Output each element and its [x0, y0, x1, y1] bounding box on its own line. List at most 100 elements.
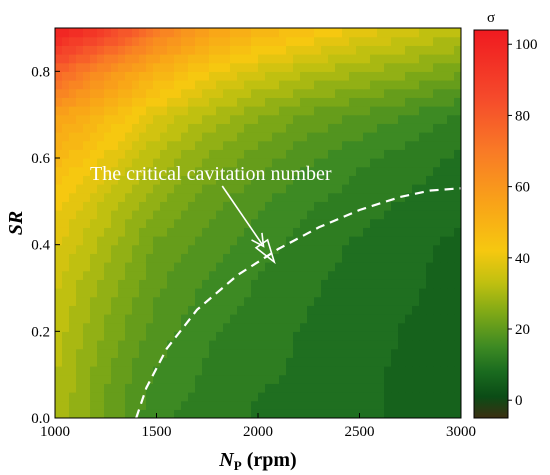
heatmap-cell: [111, 201, 119, 211]
heatmap-cell: [139, 340, 147, 350]
heatmap-cell: [293, 253, 301, 263]
heatmap-cell: [328, 227, 336, 237]
heatmap-cell: [419, 184, 427, 194]
heatmap-cell: [363, 71, 371, 81]
heatmap-cell: [307, 357, 315, 367]
heatmap-cell: [188, 210, 196, 220]
heatmap-cell: [62, 54, 70, 64]
heatmap-cell: [181, 218, 189, 228]
heatmap-cell: [314, 305, 322, 315]
heatmap-cell: [419, 97, 427, 107]
heatmap-cell: [62, 383, 70, 393]
heatmap-cell: [251, 88, 259, 98]
heatmap-cell: [244, 227, 252, 237]
heatmap-cell: [132, 262, 140, 272]
heatmap-cell: [412, 314, 420, 324]
heatmap-cell: [272, 392, 280, 402]
heatmap-cell: [69, 288, 77, 298]
heatmap-cell: [272, 218, 280, 228]
heatmap-cell: [335, 62, 343, 72]
heatmap-cell: [174, 36, 182, 46]
heatmap-cell: [125, 340, 133, 350]
heatmap-cell: [174, 201, 182, 211]
heatmap-cell: [244, 314, 252, 324]
heatmap-cell: [363, 28, 371, 38]
heatmap-cell: [335, 357, 343, 367]
heatmap-cell: [426, 132, 434, 142]
heatmap-cell: [363, 218, 371, 228]
heatmap-cell: [440, 218, 448, 228]
heatmap-cell: [69, 140, 77, 150]
heatmap-cell: [244, 270, 252, 280]
heatmap-cell: [307, 244, 315, 254]
heatmap-cell: [76, 236, 84, 246]
heatmap-cell: [76, 296, 84, 306]
heatmap-cell: [272, 288, 280, 298]
heatmap-cell: [265, 348, 273, 358]
heatmap-cell: [398, 210, 406, 220]
heatmap-cell: [90, 158, 98, 168]
heatmap-cell: [405, 253, 413, 263]
heatmap-cell: [104, 253, 112, 263]
heatmap-cell: [342, 348, 350, 358]
heatmap-cell: [237, 305, 245, 315]
heatmap-cell: [300, 106, 308, 116]
y-tick-label: 0.0: [31, 411, 50, 427]
heatmap-cell: [314, 132, 322, 142]
heatmap-cell: [440, 305, 448, 315]
heatmap-cell: [195, 132, 203, 142]
heatmap-cell: [125, 80, 133, 90]
heatmap-cell: [83, 114, 91, 124]
heatmap-cell: [118, 149, 126, 159]
heatmap-cell: [412, 270, 420, 280]
heatmap-cell: [300, 114, 308, 124]
heatmap-cell: [349, 314, 357, 324]
heatmap-cell: [440, 400, 448, 410]
heatmap-cell: [447, 366, 455, 376]
heatmap-cell: [104, 392, 112, 402]
heatmap-cell: [216, 54, 224, 64]
heatmap-cell: [258, 140, 266, 150]
heatmap-cell: [412, 227, 420, 237]
heatmap-cell: [286, 227, 294, 237]
heatmap-cell: [426, 270, 434, 280]
heatmap-cell: [237, 149, 245, 159]
heatmap-cell: [272, 409, 280, 418]
heatmap-cell: [167, 97, 175, 107]
heatmap-cell: [398, 80, 406, 90]
heatmap-cell: [286, 36, 294, 46]
heatmap-cell: [300, 54, 308, 64]
heatmap-cell: [258, 288, 266, 298]
heatmap-cell: [321, 132, 329, 142]
heatmap-cell: [111, 322, 119, 332]
heatmap-cell: [244, 140, 252, 150]
heatmap-cell: [146, 357, 154, 367]
heatmap-cell: [125, 158, 133, 168]
heatmap-cell: [454, 409, 461, 418]
heatmap-cell: [76, 400, 84, 410]
heatmap-cell: [272, 192, 280, 202]
heatmap-cell: [195, 279, 203, 289]
heatmap-cell: [321, 166, 329, 176]
y-tick-label: 0.6: [31, 151, 50, 167]
heatmap-cell: [216, 192, 224, 202]
heatmap-cell: [426, 236, 434, 246]
heatmap-cell: [195, 296, 203, 306]
heatmap-cell: [118, 36, 126, 46]
heatmap-cell: [433, 36, 441, 46]
heatmap-cell: [230, 348, 238, 358]
heatmap-cell: [83, 279, 91, 289]
heatmap-cell: [174, 71, 182, 81]
heatmap-cell: [167, 123, 175, 133]
heatmap-cell: [405, 288, 413, 298]
heatmap-cell: [146, 279, 154, 289]
heatmap-cell: [391, 400, 399, 410]
heatmap-cell: [454, 132, 461, 142]
heatmap-cell: [286, 106, 294, 116]
heatmap-cell: [195, 36, 203, 46]
heatmap-cell: [286, 192, 294, 202]
heatmap-cell: [279, 166, 287, 176]
heatmap-cell: [69, 374, 77, 384]
heatmap-cell: [244, 114, 252, 124]
heatmap-cell: [286, 322, 294, 332]
